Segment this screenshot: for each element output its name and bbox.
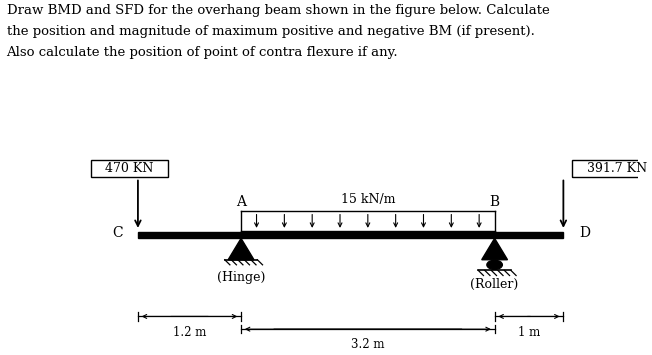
- Polygon shape: [482, 239, 507, 260]
- Text: the position and magnitude of maximum positive and negative BM (if present).: the position and magnitude of maximum po…: [7, 25, 535, 38]
- Text: Draw BMD and SFD for the overhang beam shown in the figure below. Calculate: Draw BMD and SFD for the overhang beam s…: [7, 4, 549, 17]
- Text: 3.2 m: 3.2 m: [351, 338, 385, 351]
- Text: 1 m: 1 m: [518, 326, 540, 339]
- Text: (Roller): (Roller): [471, 278, 519, 291]
- Polygon shape: [228, 239, 254, 260]
- Text: B: B: [490, 195, 499, 209]
- Bar: [91, 160, 168, 176]
- Text: 391.7 KN: 391.7 KN: [587, 162, 647, 175]
- Text: C: C: [112, 225, 123, 240]
- Text: (Hinge): (Hinge): [217, 271, 265, 284]
- Bar: [572, 160, 652, 176]
- Text: A: A: [236, 195, 246, 209]
- Text: Also calculate the position of point of contra flexure if any.: Also calculate the position of point of …: [7, 46, 398, 59]
- Text: 15 kN/m: 15 kN/m: [340, 192, 395, 206]
- Circle shape: [487, 260, 502, 269]
- Text: 1.2 m: 1.2 m: [173, 326, 206, 339]
- Text: 470 KN: 470 KN: [105, 162, 153, 175]
- Bar: [138, 232, 563, 239]
- Text: D: D: [579, 225, 590, 240]
